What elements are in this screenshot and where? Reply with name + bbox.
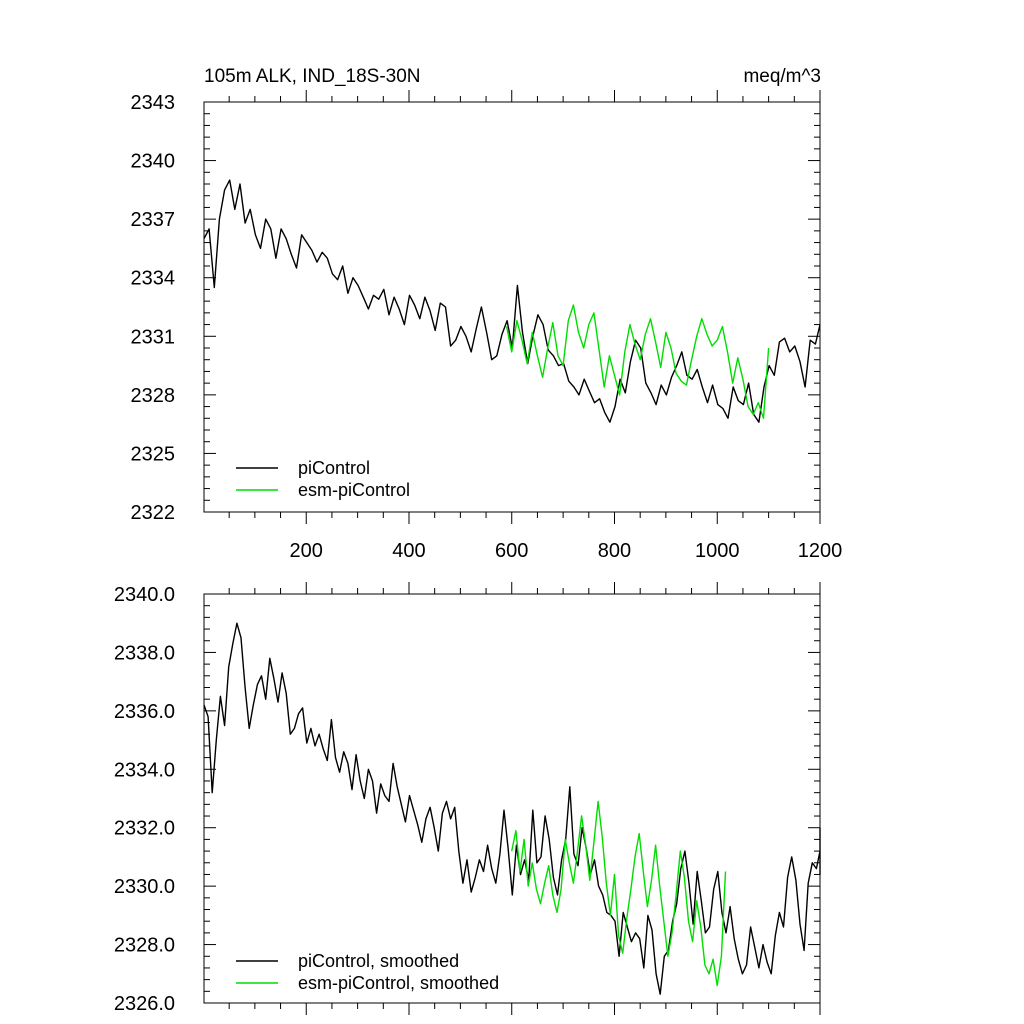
top-y-tick-label: 2343 bbox=[131, 92, 176, 114]
bottom-chart-panel: 2326.0 2328.0 2330.0 2332.0 2334.0 2336.0 2338… bbox=[114, 582, 821, 1015]
top-y-tick-label: 2325 bbox=[131, 443, 176, 465]
top-x-tick-label: 200 bbox=[290, 540, 323, 562]
bottom-y-tick-label: 2336.0 bbox=[114, 701, 175, 723]
top-chart-title: 105m ALK, IND_18S-30N bbox=[204, 66, 421, 87]
top-x-tick-label: 1200 bbox=[798, 540, 843, 562]
bottom-chart-ticks: 2326.0 2328.0 2330.0 2332.0 2334.0 2336.0 2338… bbox=[114, 582, 821, 1015]
top-x-tick-label: 400 bbox=[392, 540, 425, 562]
top-y-tick-label: 2337 bbox=[131, 209, 176, 231]
top-chart-frame bbox=[203, 101, 821, 513]
bottom-series-line-picontrol-smoothed bbox=[203, 622, 821, 995]
bottom-legend-label: piControl, smoothed bbox=[298, 951, 459, 971]
bottom-y-tick-label: 2326.0 bbox=[114, 993, 175, 1015]
top-legend-label: piControl bbox=[298, 458, 370, 478]
top-y-tick-label: 2322 bbox=[131, 502, 176, 524]
bottom-y-tick-label: 2330.0 bbox=[114, 876, 175, 898]
top-y-tick-label: 2331 bbox=[131, 326, 176, 348]
bottom-y-tick-label: 2334.0 bbox=[114, 759, 175, 781]
top-chart-plot-area bbox=[203, 179, 821, 423]
top-chart-units: meq/m^3 bbox=[743, 66, 821, 87]
top-x-tick-label: 800 bbox=[598, 540, 631, 562]
top-chart-ticks: 2322 2325 2328 2331 2334 2337 2340 2343 200 400 60… bbox=[131, 90, 843, 562]
bottom-series-line-esm-picontrol-smoothed bbox=[511, 800, 727, 987]
top-x-tick-label: 1000 bbox=[695, 540, 740, 562]
top-series-line-picontrol bbox=[203, 179, 821, 423]
top-y-tick-label: 2340 bbox=[131, 151, 176, 173]
top-y-tick-label: 2334 bbox=[131, 268, 176, 290]
bottom-chart-plot-area bbox=[203, 622, 821, 995]
top-y-tick-label: 2328 bbox=[131, 385, 176, 407]
top-chart-panel: 105m ALK, IND_18S-30N meq/m^3 2322232523… bbox=[131, 66, 843, 562]
bottom-y-tick-label: 2340.0 bbox=[114, 584, 175, 606]
bottom-y-tick-label: 2328.0 bbox=[114, 935, 175, 957]
bottom-y-tick-label: 2338.0 bbox=[114, 642, 175, 664]
top-x-tick-label: 600 bbox=[495, 540, 528, 562]
bottom-y-tick-label: 2332.0 bbox=[114, 818, 175, 840]
bottom-legend-label: esm-piControl, smoothed bbox=[298, 973, 499, 993]
bottom-chart-frame bbox=[203, 593, 821, 1004]
top-legend-label: esm-piControl bbox=[298, 480, 410, 500]
top-series-line-esm-picontrol bbox=[505, 304, 770, 419]
